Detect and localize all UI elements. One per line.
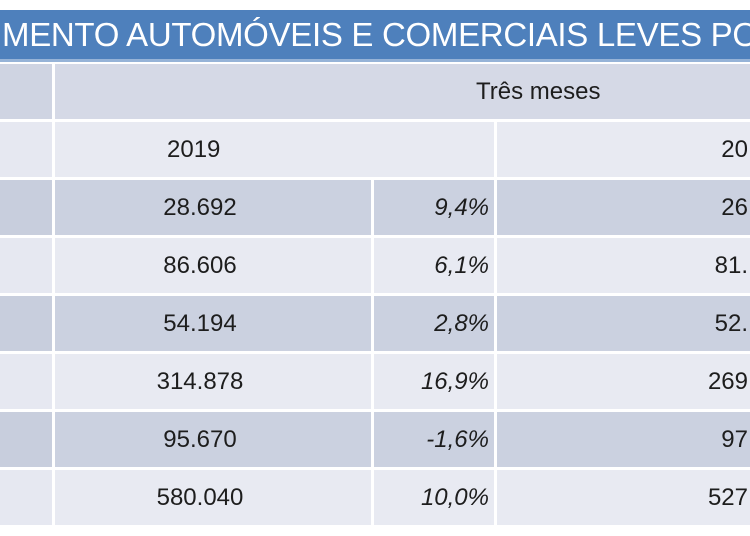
- value-2020-cell: 26: [497, 180, 750, 235]
- row-label-cell: [0, 122, 52, 177]
- row-label-cell: [0, 412, 52, 467]
- value-2019: 314.878: [156, 367, 244, 395]
- pct-2019: 16,9%: [420, 367, 489, 395]
- value-2019-cell: 314.878: [55, 354, 371, 409]
- pct-2019-cell: 16,9%: [374, 354, 494, 409]
- value-2019-cell: 86.606: [55, 238, 371, 293]
- slide-title: MENTO AUTOMÓVEIS E COMERCIAIS LEVES PO: [2, 15, 750, 53]
- value-2019-cell: 95.670: [55, 412, 371, 467]
- value-2020-cell: 527: [497, 470, 750, 525]
- row-label-cell: [0, 180, 52, 235]
- row-label-cell: [0, 238, 52, 293]
- pct-2019-cell: 6,1%: [374, 238, 494, 293]
- value-2020: 26: [721, 193, 748, 221]
- pct-2019: 6,1%: [434, 251, 489, 279]
- value-2019: 54.194: [163, 309, 237, 337]
- pct-2019-cell: 9,4%: [374, 180, 494, 235]
- value-2020-cell: 269: [497, 354, 750, 409]
- value-2020: 97: [721, 425, 748, 453]
- value-2020-cell: 81.: [497, 238, 750, 293]
- year-2020-label: 20: [721, 135, 748, 163]
- row-label-cell: [0, 296, 52, 351]
- year-2019-header-cell: 2019: [55, 122, 494, 177]
- value-2020-cell: 97: [497, 412, 750, 467]
- period-header-cell: Três meses: [55, 64, 750, 119]
- value-2019-cell: 54.194: [55, 296, 371, 351]
- row-label-cell: [0, 470, 52, 525]
- pct-2019: 9,4%: [434, 193, 489, 221]
- value-2019: 28.692: [163, 193, 237, 221]
- value-2019-cell: 580.040: [55, 470, 371, 525]
- row-label-cell: [0, 354, 52, 409]
- value-2019: 86.606: [163, 251, 237, 279]
- value-2019: 95.670: [163, 425, 237, 453]
- value-2020: 81.: [714, 251, 748, 279]
- value-2019-cell: 28.692: [55, 180, 371, 235]
- value-2019: 580.040: [156, 483, 244, 511]
- period-header-label: Três meses: [476, 77, 601, 105]
- row-label-cell: [0, 64, 52, 119]
- pct-2019: 10,0%: [420, 483, 489, 511]
- pct-2019: -1,6%: [426, 425, 489, 453]
- pct-2019-cell: 10,0%: [374, 470, 494, 525]
- pct-2019: 2,8%: [434, 309, 489, 337]
- year-2019-label: 2019: [167, 135, 221, 163]
- value-2020: 52.: [714, 309, 748, 337]
- value-2020: 527: [707, 483, 748, 511]
- data-table: Três meses 2019 20 28.692 9,4% 26 86.606…: [0, 64, 750, 525]
- year-2020-header-cell: 20: [497, 122, 750, 177]
- pct-2019-cell: -1,6%: [374, 412, 494, 467]
- value-2020: 269: [707, 367, 748, 395]
- title-bar: MENTO AUTOMÓVEIS E COMERCIAIS LEVES PO: [0, 10, 750, 62]
- pct-2019-cell: 2,8%: [374, 296, 494, 351]
- value-2020-cell: 52.: [497, 296, 750, 351]
